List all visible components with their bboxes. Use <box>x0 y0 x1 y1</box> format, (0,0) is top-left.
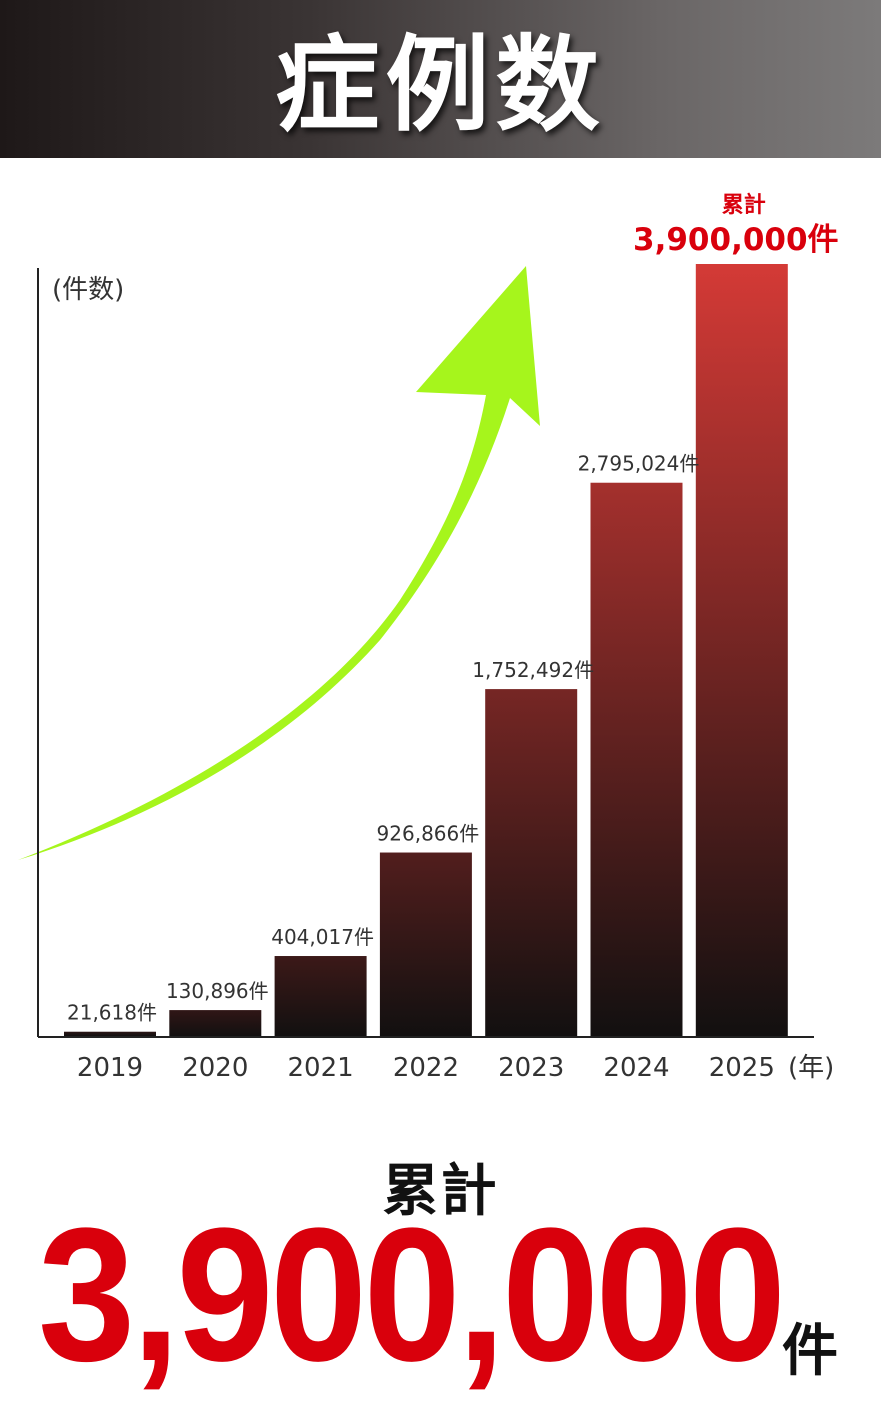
bar-chart: 21,618件 2019 130,896件 2020 404,017件 2021 926,8… <box>18 192 839 1083</box>
total-value: 3,900,000 <box>38 1189 786 1401</box>
growth-arrow <box>18 266 540 860</box>
x-tick-label: 2024 <box>603 1053 669 1083</box>
x-tick-label: 2023 <box>498 1053 564 1083</box>
bar-2025 <box>695 264 788 1036</box>
bar-value-label: 1,752,492件 <box>472 658 594 682</box>
highlight-value-label: 3,900,000件 <box>633 222 839 258</box>
total-value-wrapper: 3,900,000 <box>38 1200 847 1390</box>
bar-value-label: 404,017件 <box>271 925 374 949</box>
bar-value-label: 130,896件 <box>166 979 269 1003</box>
bar-2019 <box>64 1031 156 1036</box>
header-banner: 症例数 <box>0 0 881 158</box>
bar-value-label: 21,618件 <box>67 1001 157 1025</box>
bar-2022 <box>379 852 472 1036</box>
bar-2024 <box>590 482 683 1036</box>
bar-2020 <box>169 1010 262 1036</box>
highlight-prefix-label: 累計 <box>722 192 766 218</box>
x-tick-label: 2025 <box>709 1053 775 1083</box>
total-label: 累計 <box>382 1159 499 1224</box>
bar-2023 <box>485 689 578 1036</box>
x-axis-unit-label: (年) <box>788 1053 834 1083</box>
bar-2021 <box>274 956 367 1036</box>
y-axis-unit-label: (件数) <box>52 275 124 305</box>
bar-value-label: 926,866件 <box>377 822 480 846</box>
x-tick-label: 2021 <box>288 1053 354 1083</box>
x-tick-label: 2020 <box>182 1053 248 1083</box>
total-unit: 件 <box>782 1319 838 1384</box>
x-tick-label: 2019 <box>77 1053 143 1083</box>
bar-value-label: 2,795,024件 <box>578 452 700 476</box>
page-title: 症例数 <box>275 23 606 146</box>
x-tick-label: 2022 <box>393 1053 459 1083</box>
